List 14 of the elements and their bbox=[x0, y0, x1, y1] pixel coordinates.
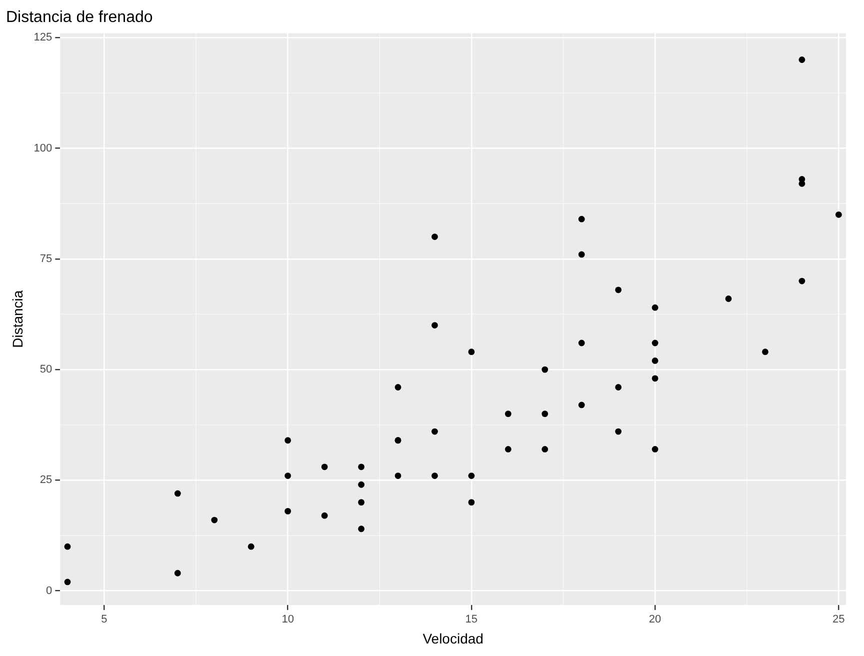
x-tick-label: 20 bbox=[648, 614, 662, 626]
y-axis-title: Distancia bbox=[9, 290, 26, 348]
y-tick-label: 100 bbox=[34, 142, 52, 154]
x-tick-label: 5 bbox=[101, 614, 108, 626]
y-tick-label: 125 bbox=[34, 32, 52, 44]
y-tick-label: 25 bbox=[40, 474, 52, 486]
x-axis-title: Velocidad bbox=[422, 630, 484, 646]
x-tick-label: 25 bbox=[832, 614, 845, 626]
y-tick-label: 50 bbox=[40, 364, 52, 376]
x-tick-label: 10 bbox=[282, 614, 294, 626]
y-tick-label: 75 bbox=[40, 252, 52, 265]
y-tick-label: 0 bbox=[46, 584, 52, 597]
x-tick-label: 15 bbox=[465, 614, 478, 626]
chart-title: Distancia de frenado bbox=[6, 9, 153, 26]
